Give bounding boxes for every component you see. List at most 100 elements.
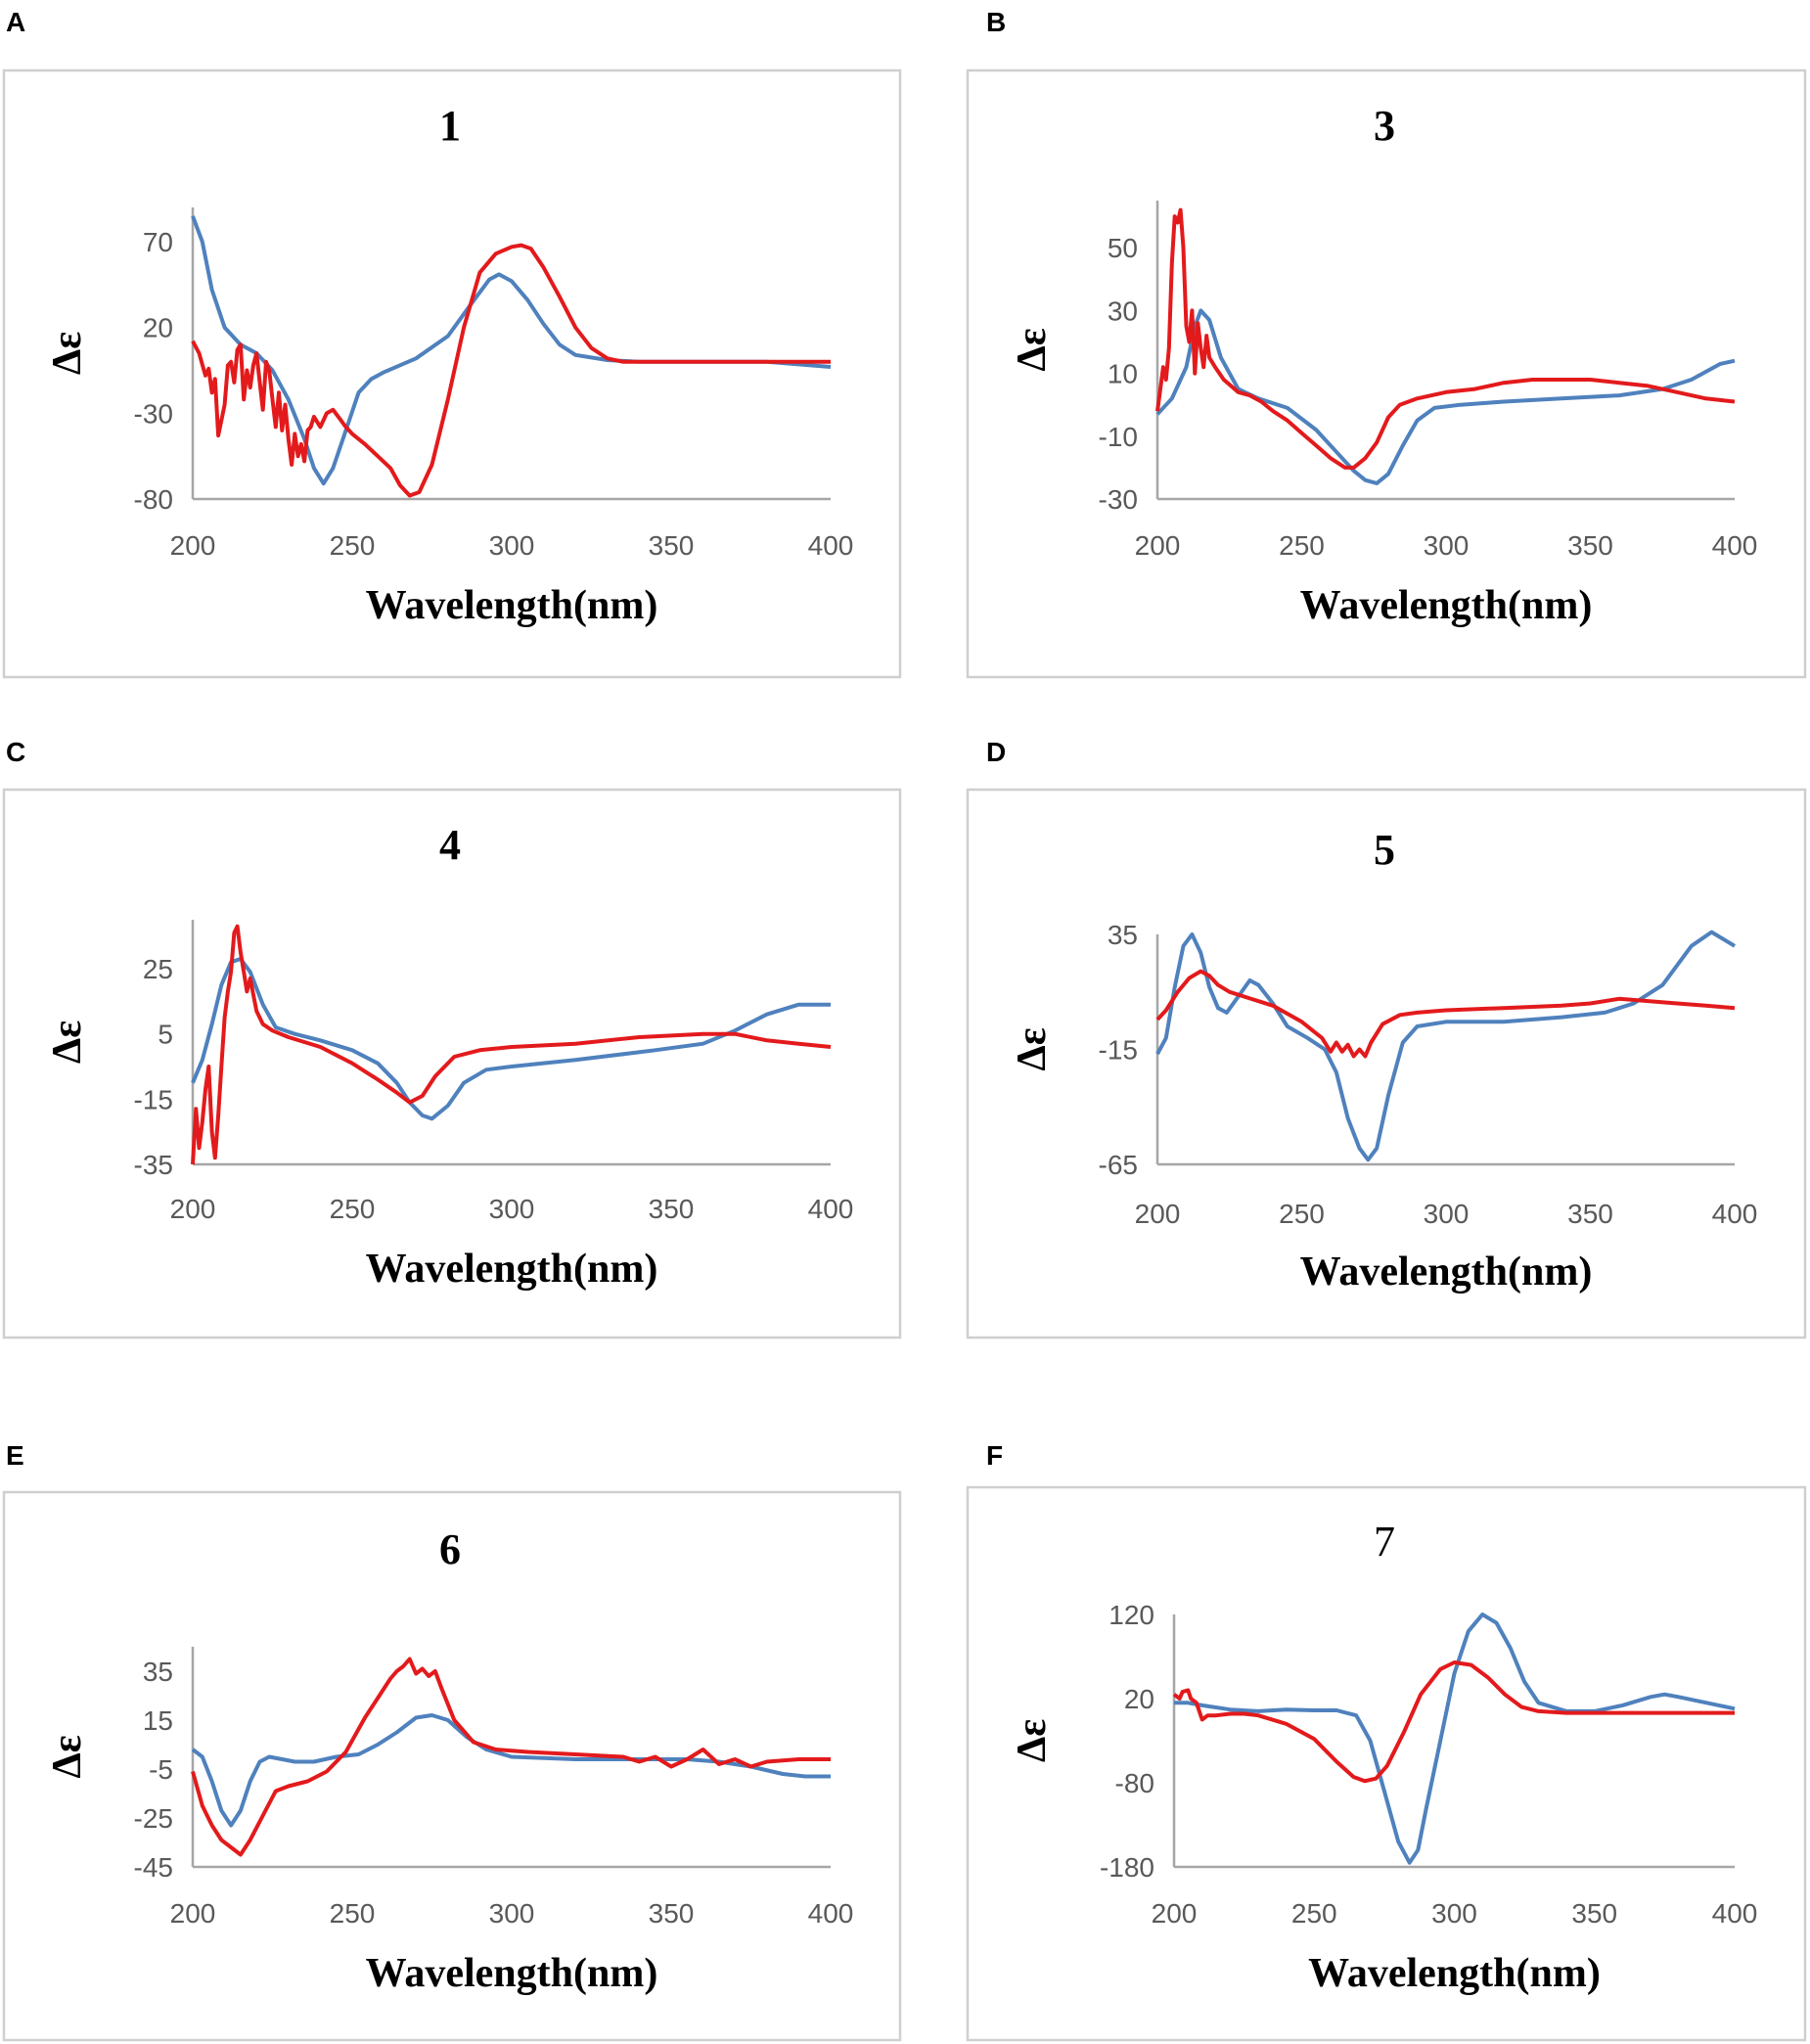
- y-axis-title: Δε: [45, 1021, 90, 1064]
- series-line-experimental: [191, 924, 832, 1165]
- series-line-calculated: [191, 1713, 831, 1828]
- x-tick-label: 350: [1567, 1199, 1613, 1229]
- x-tick-label: 400: [808, 1898, 854, 1929]
- x-axis-title: Wavelength(nm): [1308, 1951, 1601, 1996]
- panel-letter: E: [6, 1440, 24, 1471]
- panel-a: A 1 -80 -30 20 70 200 250 300 350 400 Wavelength(nm…: [2, 7, 902, 679]
- panel-e: E 6 -45 -25 -5 15 35 200 250 300 350 400 Wavelength(…: [2, 1440, 902, 2042]
- series-line-calculated: [191, 957, 831, 1121]
- panel-d: D 5 -65 -15 35 200 250 300 350 400 Wavelength(nm) Δ…: [966, 737, 1807, 1340]
- x-tick-label: 300: [489, 1898, 535, 1929]
- series-line-calculated: [1155, 930, 1737, 1162]
- chart-title: 3: [1374, 102, 1395, 150]
- y-tick-label: -15: [134, 1084, 173, 1114]
- y-tick-label: 120: [1109, 1600, 1154, 1630]
- x-tick-label: 200: [1152, 1898, 1198, 1929]
- y-tick-label: -10: [1099, 422, 1138, 452]
- panel-letter: A: [6, 7, 25, 37]
- y-axis-title: Δε: [1010, 1027, 1055, 1070]
- x-tick-label: 300: [1424, 1199, 1470, 1229]
- y-tick-label: -25: [134, 1803, 173, 1834]
- series-line-calculated: [1174, 1612, 1736, 1865]
- y-tick-label: -80: [1115, 1768, 1154, 1798]
- panel-b: B 3 -30 -10 10 30 50 200 250 300 350 400 Wavelength(…: [966, 7, 1807, 679]
- x-tick-label: 400: [1712, 1199, 1758, 1229]
- x-axis-title: Wavelength(nm): [366, 583, 658, 628]
- y-tick-label: -180: [1100, 1852, 1154, 1883]
- y-tick-label: -30: [134, 398, 173, 429]
- x-tick-label: 300: [1431, 1898, 1477, 1929]
- x-tick-label: 250: [330, 1898, 376, 1929]
- panel-f: F 7 -180 -80 20 120 200 250 300 350 400 Wavelength(…: [966, 1440, 1807, 2042]
- panel-frame: [966, 68, 1807, 679]
- panel-c: C 4 -35 -15 5 25 200 250 300 350 400 Wavelength(nm)…: [2, 737, 902, 1340]
- y-tick-label: 50: [1108, 233, 1138, 263]
- y-tick-label: 35: [143, 1657, 173, 1687]
- panel-frame: [2, 788, 902, 1340]
- x-axis-title: Wavelength(nm): [366, 1247, 658, 1292]
- series-line-experimental: [1155, 207, 1736, 470]
- y-tick-label: 15: [143, 1705, 173, 1736]
- x-tick-label: 250: [1279, 1199, 1325, 1229]
- y-tick-label: 30: [1108, 295, 1138, 326]
- y-tick-label: -45: [134, 1852, 173, 1883]
- y-tick-label: 70: [143, 227, 173, 257]
- y-axis-title: Δε: [1010, 328, 1055, 371]
- panel-letter: D: [986, 737, 1006, 767]
- chart-title: 1: [439, 102, 461, 150]
- y-tick-label: -5: [149, 1754, 173, 1785]
- panel-letter: F: [986, 1440, 1003, 1471]
- y-tick-label: 25: [143, 954, 173, 984]
- panel-letter: B: [986, 7, 1006, 37]
- x-tick-label: 200: [170, 1194, 216, 1224]
- x-axis-title: Wavelength(nm): [366, 1951, 658, 1996]
- x-tick-label: 250: [1279, 530, 1325, 561]
- series-line-calculated: [1155, 308, 1736, 485]
- y-tick-label: -15: [1099, 1035, 1138, 1066]
- chart-title: 7: [1374, 1518, 1395, 1566]
- x-tick-label: 300: [489, 530, 535, 561]
- y-tick-label: -65: [1099, 1150, 1138, 1180]
- y-axis-title: Δε: [45, 332, 90, 375]
- series-line-experimental: [191, 1657, 831, 1857]
- series-line-experimental: [191, 243, 831, 498]
- y-tick-label: -35: [134, 1150, 173, 1180]
- x-tick-label: 200: [1135, 530, 1181, 561]
- x-axis-title: Wavelength(nm): [1300, 583, 1593, 628]
- panel-letter: C: [6, 737, 25, 767]
- y-tick-label: -30: [1099, 484, 1138, 515]
- panel-frame: [966, 788, 1807, 1340]
- y-tick-label: 35: [1108, 920, 1138, 950]
- chart-title: 5: [1374, 826, 1395, 874]
- x-tick-label: 250: [1291, 1898, 1337, 1929]
- x-tick-label: 350: [1567, 530, 1613, 561]
- x-tick-label: 400: [1712, 530, 1758, 561]
- y-tick-label: 5: [158, 1020, 173, 1050]
- x-tick-label: 350: [649, 1194, 695, 1224]
- series-line-experimental: [1155, 969, 1736, 1059]
- x-tick-label: 350: [649, 530, 695, 561]
- y-tick-label: 20: [1124, 1684, 1154, 1714]
- x-tick-label: 250: [330, 530, 376, 561]
- x-tick-label: 300: [1424, 530, 1470, 561]
- x-tick-label: 300: [489, 1194, 535, 1224]
- chart-title: 6: [439, 1525, 461, 1573]
- x-tick-label: 350: [1571, 1898, 1617, 1929]
- x-tick-label: 250: [330, 1194, 376, 1224]
- x-tick-label: 400: [808, 1194, 854, 1224]
- x-tick-label: 200: [170, 530, 216, 561]
- x-tick-label: 200: [1135, 1199, 1181, 1229]
- chart-title: 4: [439, 821, 461, 869]
- x-axis-title: Wavelength(nm): [1300, 1249, 1593, 1295]
- x-tick-label: 350: [649, 1898, 695, 1929]
- y-tick-label: 20: [143, 313, 173, 343]
- series-line-experimental: [1172, 1660, 1735, 1784]
- y-tick-label: -80: [134, 484, 173, 515]
- y-axis-title: Δε: [45, 1735, 90, 1778]
- y-tick-label: 10: [1108, 359, 1138, 389]
- x-tick-label: 400: [808, 530, 854, 561]
- y-axis-title: Δε: [1010, 1719, 1055, 1762]
- x-tick-label: 400: [1712, 1898, 1758, 1929]
- x-tick-label: 200: [170, 1898, 216, 1929]
